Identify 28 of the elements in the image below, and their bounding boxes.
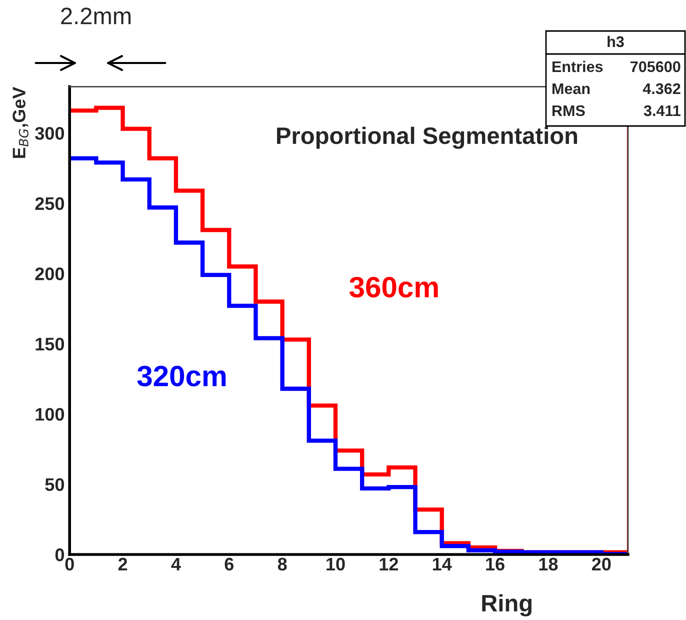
text: RMS 3.411	[552, 105, 680, 116]
y-tick-label: 50	[45, 478, 64, 491]
x-tick-label: 8	[278, 558, 287, 571]
x-tick-label: 12	[380, 558, 398, 570]
x-tick-label: 18	[539, 558, 558, 571]
x-tick-label: 16	[486, 558, 504, 571]
text: 2.2mm	[61, 8, 131, 24]
y-tick-label: 100	[36, 408, 64, 421]
text: Proportional Segmentation	[277, 126, 578, 149]
y-tick-label: 0	[55, 548, 64, 562]
text: 360cm	[349, 276, 438, 298]
x-tick-label: 0	[65, 558, 74, 571]
x-tick-label: 20	[592, 558, 611, 571]
x-tick-label: 14	[432, 558, 452, 570]
x-axis-title: Ring	[482, 594, 532, 616]
x-tick-label: 2	[118, 558, 128, 570]
text: h3	[608, 36, 624, 48]
x-tick-label: 6	[224, 558, 234, 571]
y-tick-label: 250	[35, 197, 64, 210]
text: Entries 705600	[552, 60, 680, 72]
y-tick-label: 150	[36, 338, 64, 350]
x-tick-label: 10	[326, 558, 345, 571]
y-tick-label: 300	[35, 126, 64, 140]
text: Mean 4.362	[552, 83, 680, 94]
series-label: 320cm	[137, 366, 226, 386]
y-axis-title: E$_{BG}$,GeV	[12, 86, 28, 158]
y-tick-label: 200	[35, 267, 64, 280]
x-tick-label: 4	[171, 558, 181, 570]
